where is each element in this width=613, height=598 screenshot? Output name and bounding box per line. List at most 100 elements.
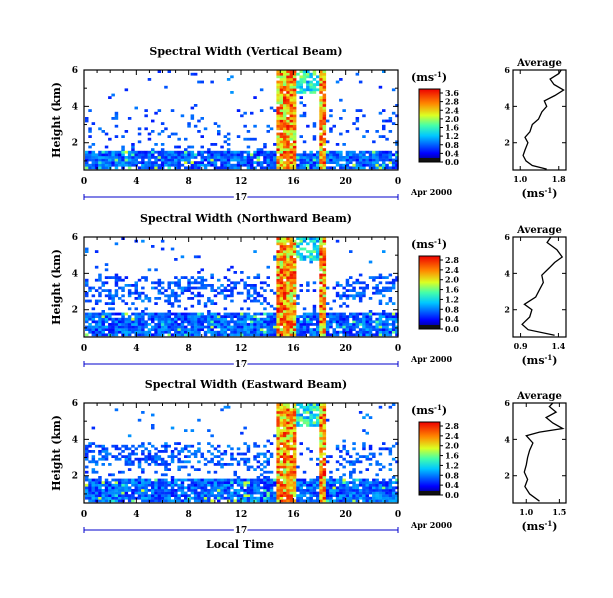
heatmap-cell bbox=[94, 158, 99, 162]
heatmap-cell bbox=[250, 284, 254, 287]
heatmap-cell bbox=[98, 450, 102, 453]
heatmap-cell bbox=[253, 325, 257, 329]
heatmap-cell bbox=[108, 330, 112, 334]
heatmap-cell bbox=[85, 465, 89, 469]
heatmap-cell bbox=[362, 499, 366, 503]
heatmap-cell bbox=[322, 117, 327, 120]
heatmap-cell bbox=[319, 153, 323, 157]
heatmap-cell bbox=[299, 499, 303, 503]
heatmap-cell bbox=[266, 489, 270, 492]
heatmap-cell bbox=[226, 325, 231, 329]
heatmap-cell bbox=[276, 333, 280, 337]
heatmap-cell bbox=[292, 143, 297, 146]
heatmap-cell bbox=[111, 307, 115, 311]
heatmap-cell bbox=[230, 320, 234, 324]
heatmap-cell bbox=[137, 496, 142, 500]
heatmap-cell bbox=[164, 163, 168, 167]
heatmap-cell bbox=[243, 481, 247, 484]
heatmap-cell bbox=[316, 80, 320, 84]
heatmap-cell bbox=[292, 135, 297, 138]
heatmap-cell bbox=[279, 483, 284, 487]
heatmap-cell bbox=[292, 333, 297, 337]
heatmap-cell bbox=[322, 424, 327, 427]
heatmap-cell bbox=[378, 85, 383, 89]
heatmap-cell bbox=[388, 328, 393, 331]
heatmap-cell bbox=[276, 463, 280, 466]
heatmap-cell bbox=[91, 286, 96, 290]
x-tick-label: 4 bbox=[133, 177, 139, 187]
heatmap-cell bbox=[382, 315, 386, 318]
heatmap-cell bbox=[210, 153, 214, 157]
heatmap-cell bbox=[144, 276, 148, 279]
heatmap-cell bbox=[378, 153, 383, 157]
heatmap-cell bbox=[207, 494, 211, 497]
heatmap-cell bbox=[154, 496, 158, 500]
heatmap-cell bbox=[121, 315, 125, 318]
heatmap-cell bbox=[160, 153, 165, 157]
heatmap-cell bbox=[319, 245, 323, 248]
heatmap-cell bbox=[114, 457, 119, 461]
heatmap-cell bbox=[276, 258, 280, 261]
heatmap-cell bbox=[121, 150, 125, 154]
heatmap-cell bbox=[94, 463, 99, 466]
heatmap-cell bbox=[236, 499, 241, 503]
heatmap-cell bbox=[289, 307, 294, 311]
heatmap-cell bbox=[266, 330, 270, 334]
heatmap-cell bbox=[339, 486, 343, 490]
heatmap-cell bbox=[266, 470, 270, 474]
heatmap-cell bbox=[372, 161, 376, 164]
heatmap-cell bbox=[187, 450, 191, 453]
heatmap-cell bbox=[329, 161, 333, 164]
heatmap-cell bbox=[184, 320, 188, 324]
heatmap-cell bbox=[230, 491, 234, 495]
heatmap-cell bbox=[362, 486, 366, 490]
heatmap-cell bbox=[286, 413, 290, 417]
heatmap-cell bbox=[220, 408, 224, 412]
heatmap-cell bbox=[230, 265, 234, 269]
heatmap-cell bbox=[355, 315, 360, 318]
heatmap-cell bbox=[101, 328, 105, 331]
heatmap-cell bbox=[286, 255, 290, 259]
heatmap-cell bbox=[121, 163, 125, 167]
heatmap-cell bbox=[187, 161, 191, 164]
heatmap-cell bbox=[141, 452, 145, 456]
heatmap-cell bbox=[114, 111, 119, 115]
heatmap-cell bbox=[289, 252, 294, 256]
heatmap-cell bbox=[88, 156, 92, 159]
heatmap-cell bbox=[246, 481, 251, 484]
heatmap-cell bbox=[187, 473, 191, 477]
heatmap-cell bbox=[289, 132, 294, 136]
heatmap-cell bbox=[283, 122, 287, 125]
heatmap-cell bbox=[382, 166, 386, 170]
heatmap-cell bbox=[223, 307, 228, 311]
heatmap-cell bbox=[273, 150, 277, 154]
heatmap-cell bbox=[190, 163, 195, 167]
heatmap-cell bbox=[190, 281, 195, 285]
heatmap-cell bbox=[319, 403, 323, 406]
heatmap-cell bbox=[111, 444, 115, 448]
unit-part: ) bbox=[442, 404, 447, 417]
heatmap-cell bbox=[368, 496, 373, 500]
heatmap-cell bbox=[283, 429, 287, 432]
heatmap-cell bbox=[302, 470, 307, 474]
heatmap-cell bbox=[253, 289, 257, 292]
heatmap-cell bbox=[289, 278, 294, 282]
heatmap-cell bbox=[283, 83, 287, 86]
heatmap-cell bbox=[164, 491, 168, 495]
heatmap-cell bbox=[355, 109, 360, 112]
heatmap-cell bbox=[134, 156, 138, 159]
heatmap-cell bbox=[131, 499, 135, 503]
heatmap-cell bbox=[170, 486, 175, 490]
heatmap-cell bbox=[108, 483, 112, 487]
heatmap-cell bbox=[256, 312, 261, 316]
heatmap-cell bbox=[352, 323, 356, 326]
heatmap-cell bbox=[154, 161, 158, 164]
heatmap-cell bbox=[184, 460, 188, 464]
heatmap-cell bbox=[292, 476, 297, 479]
heatmap-cell bbox=[339, 98, 343, 102]
heatmap-cell bbox=[329, 320, 333, 324]
heatmap-cell bbox=[217, 320, 221, 324]
heatmap-cell bbox=[250, 330, 254, 334]
heatmap-cell bbox=[345, 450, 350, 453]
heatmap-cell bbox=[250, 153, 254, 157]
